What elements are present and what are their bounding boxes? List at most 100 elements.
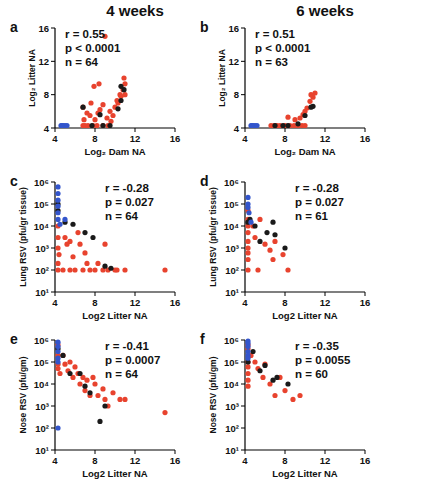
x-tick-label: 16	[360, 455, 371, 466]
point	[55, 184, 60, 189]
point	[257, 368, 262, 373]
y-tick-label: 10⁶	[224, 335, 239, 346]
point	[252, 235, 257, 240]
point	[272, 232, 277, 237]
x-tick-label: 12	[320, 297, 331, 308]
panel: 10¹10²10³10⁴10⁵10⁶481216Log2 Litter NANo…	[10, 331, 180, 479]
x-axis-label: Log2 Litter NA	[82, 468, 148, 479]
point	[92, 381, 97, 386]
point	[297, 393, 302, 398]
x-tick-label: 4	[52, 297, 58, 308]
x-tick-label: 12	[130, 297, 141, 308]
point	[282, 245, 287, 250]
x-tick-label: 12	[320, 133, 331, 144]
x-tick	[285, 128, 286, 132]
panel-letter: b	[200, 19, 209, 35]
point	[64, 123, 69, 128]
point	[245, 356, 250, 361]
point	[252, 223, 257, 228]
y-tick-label: 10²	[225, 423, 239, 434]
point	[92, 267, 97, 272]
y-tick	[51, 94, 55, 95]
y-tick-label: 10¹	[35, 445, 49, 456]
x-tick	[175, 292, 176, 296]
point	[307, 99, 312, 104]
y-tick	[51, 248, 55, 249]
point	[87, 113, 92, 118]
figure: 4 weeks6 weeks481216481216Log₂ Dam NALog…	[0, 0, 423, 500]
point	[57, 371, 62, 376]
y-tick	[241, 362, 245, 363]
point	[285, 381, 290, 386]
point	[245, 205, 250, 210]
y-axis-label: Lung RSV (pfu/gr tissue)	[18, 187, 28, 287]
y-tick	[241, 270, 245, 271]
point	[62, 217, 67, 222]
point	[257, 217, 262, 222]
y-tick-label: 12	[38, 56, 49, 67]
y-tick-label: 10⁵	[34, 357, 49, 368]
point	[67, 267, 72, 272]
annotation: r = 0.55	[65, 28, 106, 40]
y-tick-label: 10⁴	[224, 221, 240, 232]
point	[254, 123, 259, 128]
annotation: r = -0.35	[295, 340, 339, 352]
annotation: n = 60	[295, 368, 328, 380]
point	[114, 267, 119, 272]
annotation: p < 0.0001	[255, 42, 311, 54]
y-tick	[51, 292, 55, 293]
y-tick	[241, 94, 245, 95]
point	[245, 230, 250, 235]
x-axis	[245, 449, 365, 450]
y-tick-label: 10⁵	[34, 199, 49, 210]
panel: 10¹10²10³10⁴10⁵10⁶481216Log2 Litter NANo…	[200, 331, 370, 479]
y-axis-label: Lung RSV (pfu/gr tissue)	[208, 187, 218, 287]
point	[107, 109, 112, 114]
x-tick	[325, 128, 326, 132]
annotation: r = -0.41	[105, 340, 149, 352]
point	[262, 363, 267, 368]
x-tick-label: 16	[170, 133, 181, 144]
y-tick-label: 10⁴	[34, 221, 50, 232]
y-tick-label: 10²	[35, 265, 49, 276]
x-tick-label: 8	[282, 133, 287, 144]
x-tick	[95, 128, 96, 132]
x-tick	[245, 128, 246, 132]
x-axis	[55, 127, 175, 128]
y-tick	[241, 292, 245, 293]
point	[246, 210, 251, 215]
point	[102, 403, 107, 408]
x-tick-label: 4	[52, 133, 58, 144]
point	[77, 371, 82, 376]
point	[70, 254, 75, 259]
point	[271, 123, 276, 128]
point	[245, 267, 250, 272]
point	[60, 353, 65, 358]
x-tick-label: 12	[130, 455, 141, 466]
x-tick-label: 4	[242, 297, 248, 308]
x-tick	[55, 128, 56, 132]
annotation: r = -0.28	[295, 182, 339, 194]
point	[162, 410, 167, 415]
panel-letter: d	[200, 173, 209, 189]
y-tick-label: 10⁵	[224, 357, 239, 368]
point	[67, 371, 72, 376]
y-tick	[51, 270, 55, 271]
point	[245, 257, 250, 262]
point	[55, 366, 60, 371]
point	[55, 217, 60, 222]
x-tick-label: 4	[52, 455, 58, 466]
panel-letter: c	[10, 173, 18, 189]
point	[75, 230, 80, 235]
y-tick-label: 10⁴	[224, 379, 240, 390]
point	[162, 267, 167, 272]
x-tick	[135, 128, 136, 132]
annotation: p = 0.027	[105, 196, 154, 208]
y-axis	[54, 182, 55, 292]
x-tick	[285, 292, 286, 296]
point	[280, 252, 285, 257]
y-tick	[51, 450, 55, 451]
point	[62, 362, 67, 367]
point	[107, 123, 112, 128]
annotation: n = 61	[295, 210, 329, 222]
